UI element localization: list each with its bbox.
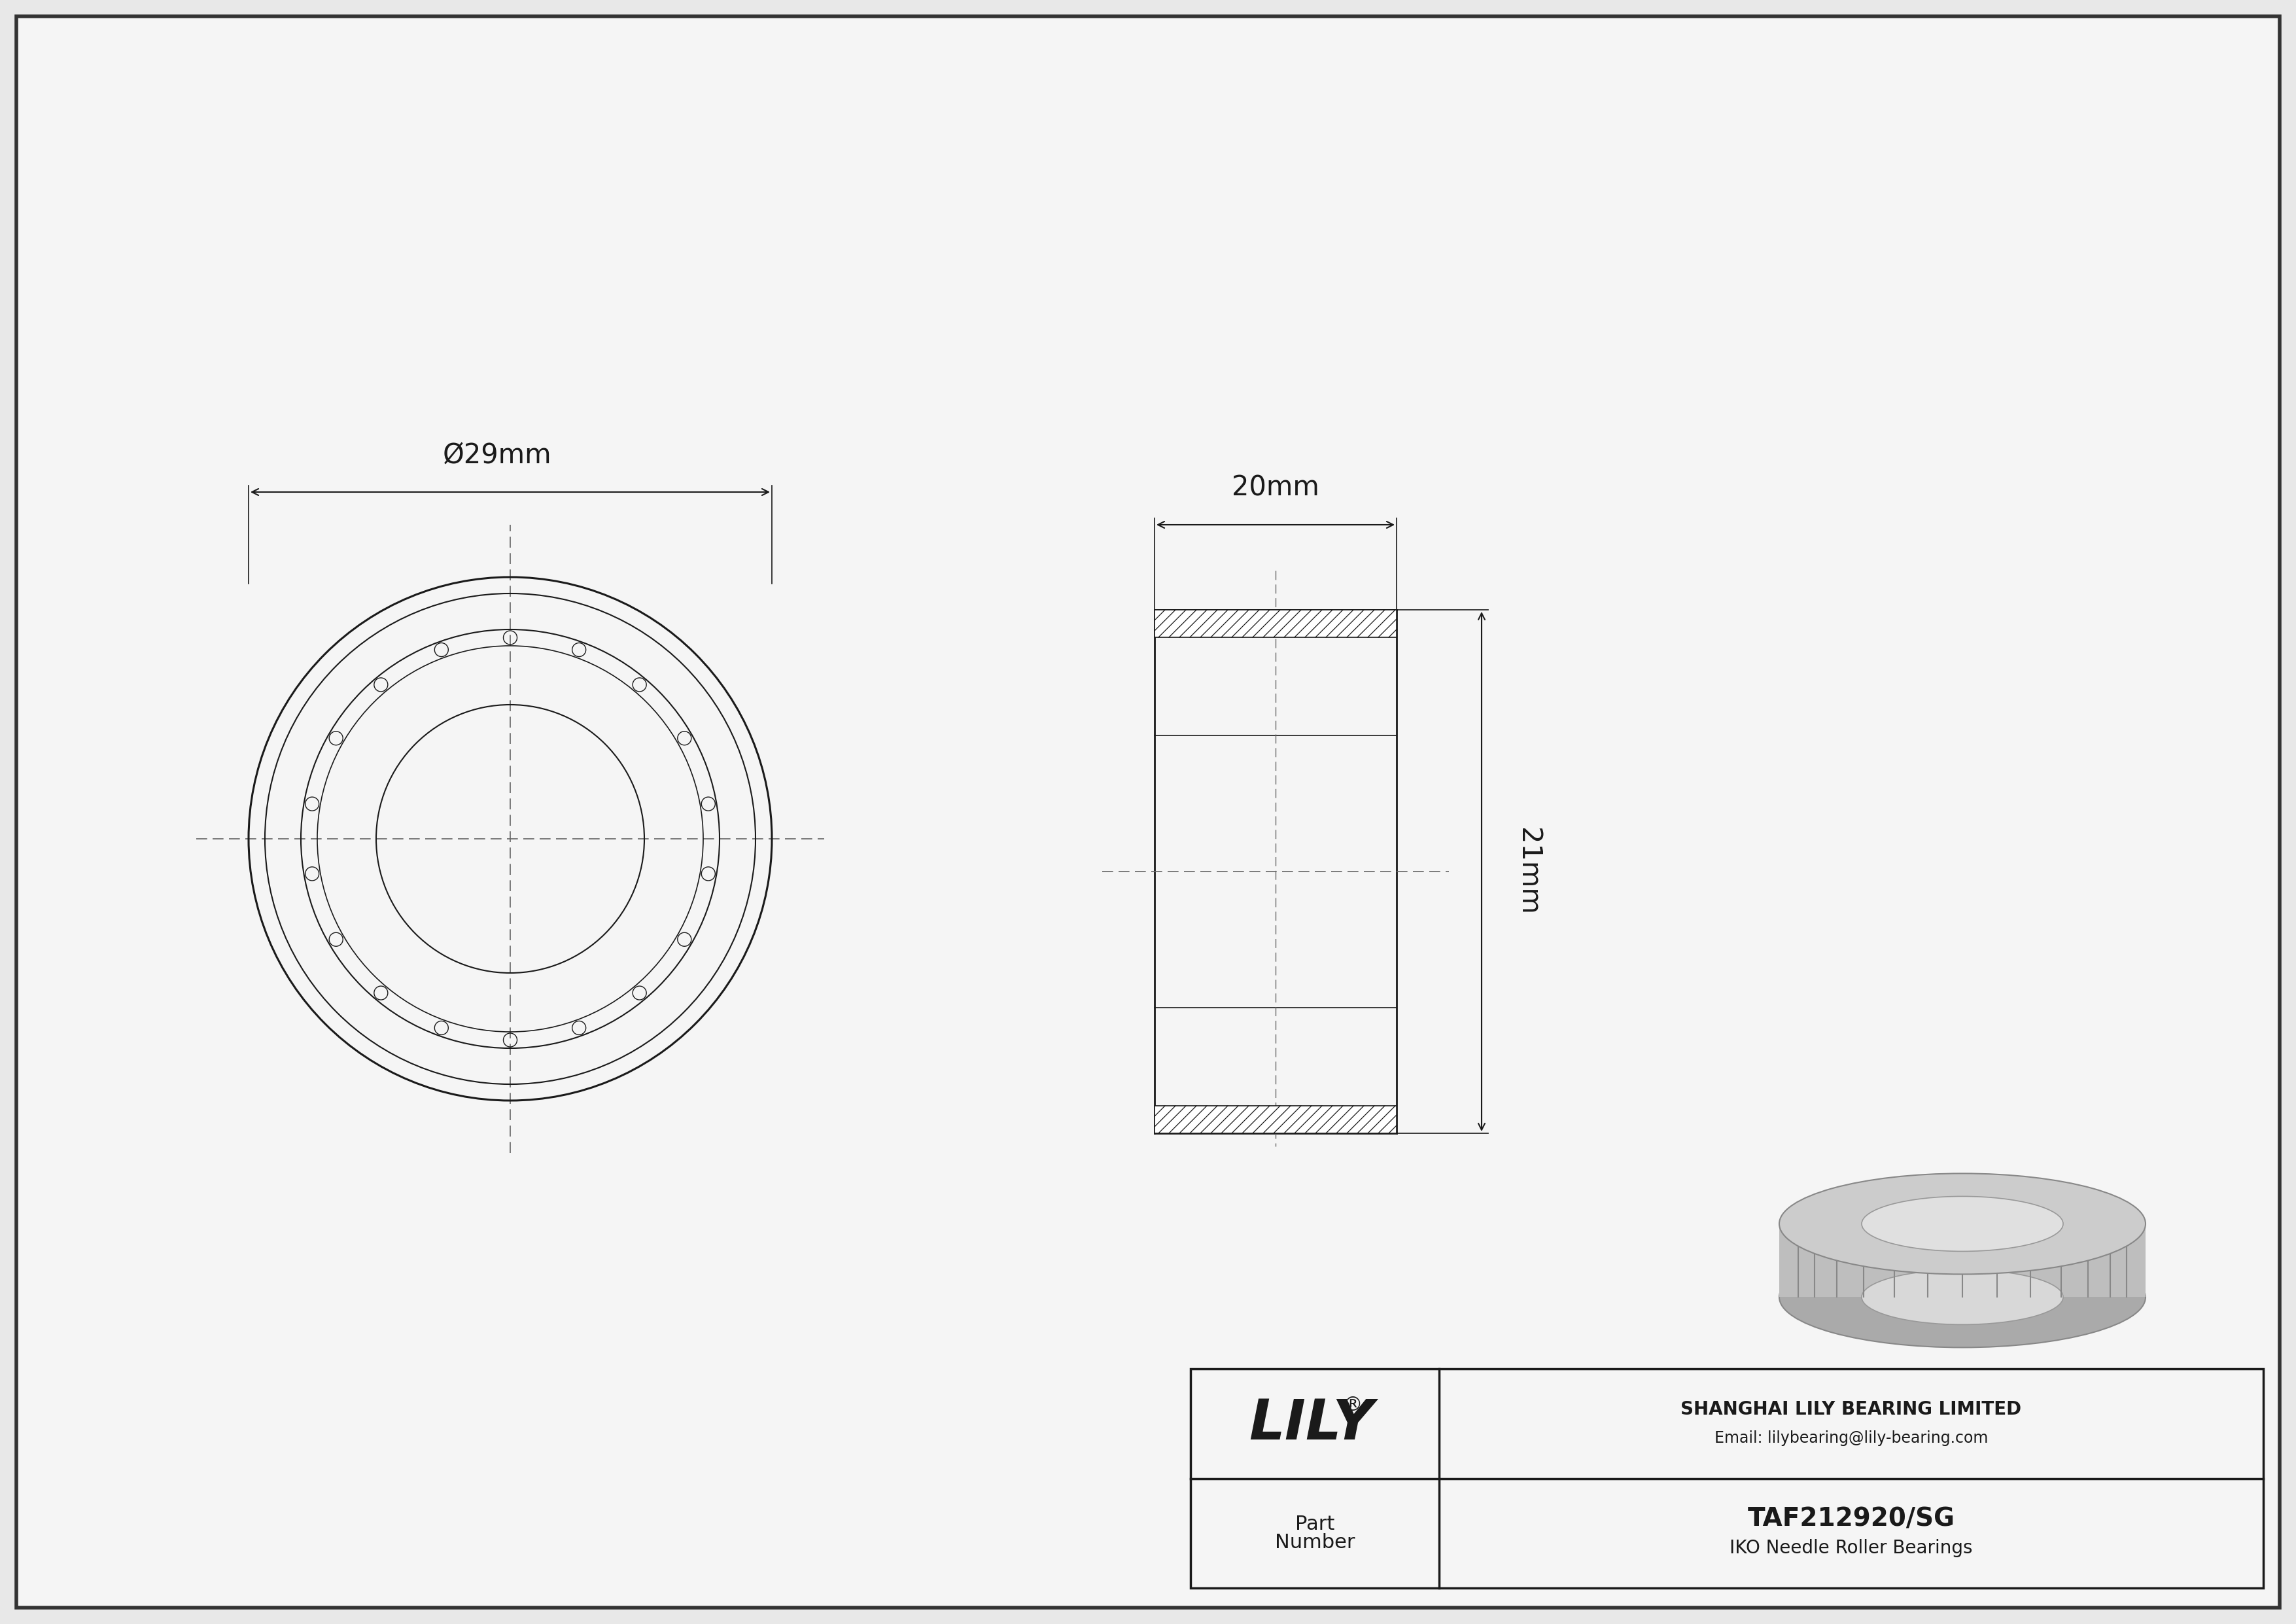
Text: Ø29mm: Ø29mm	[443, 442, 551, 469]
Text: 21mm: 21mm	[1515, 828, 1543, 916]
Bar	[1155, 611, 1396, 637]
Text: Number: Number	[1274, 1533, 1355, 1553]
Text: SHANGHAI LILY BEARING LIMITED: SHANGHAI LILY BEARING LIMITED	[1681, 1400, 2023, 1418]
Bar	[1192, 1369, 2264, 1588]
Ellipse shape	[1779, 1174, 2144, 1275]
Text: IKO Needle Roller Bearings: IKO Needle Roller Bearings	[1729, 1538, 1972, 1557]
Text: TAF212920/SG: TAF212920/SG	[1747, 1507, 1954, 1531]
Text: Part: Part	[1295, 1515, 1334, 1533]
Text: LILY: LILY	[1249, 1397, 1373, 1450]
Ellipse shape	[1862, 1270, 2064, 1325]
Bar	[1155, 1106, 1396, 1134]
Text: 20mm: 20mm	[1231, 474, 1320, 502]
Ellipse shape	[1779, 1247, 2144, 1348]
Text: ®: ®	[1343, 1397, 1364, 1415]
Text: Email: lilybearing@lily-bearing.com: Email: lilybearing@lily-bearing.com	[1715, 1431, 1988, 1445]
Ellipse shape	[1862, 1197, 2064, 1252]
